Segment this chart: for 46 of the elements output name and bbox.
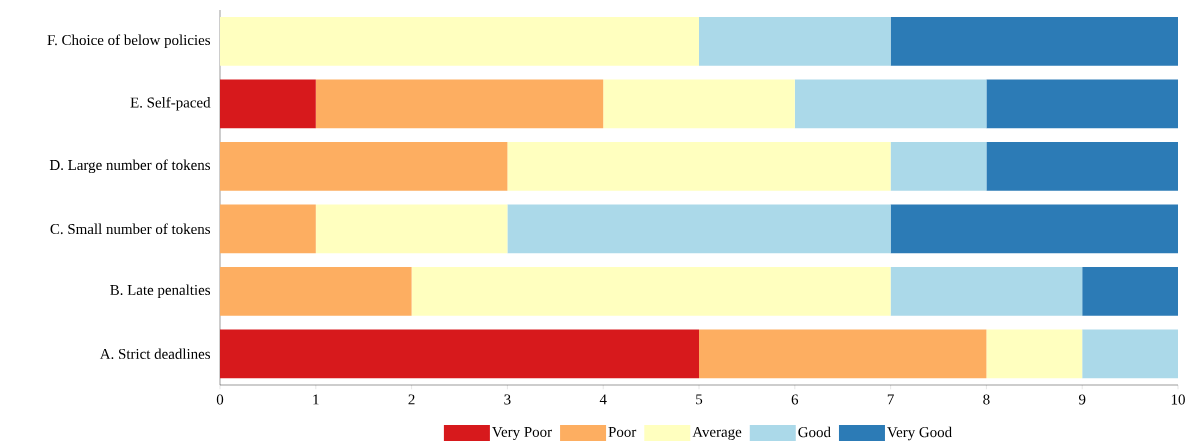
bar — [315, 79, 604, 129]
x-tick-label: 0 — [216, 394, 224, 405]
bar — [890, 16, 1179, 66]
bar — [890, 266, 1083, 316]
x-tick-label: 9 — [1078, 394, 1086, 405]
y-tick-label: B. Late penalties — [110, 284, 211, 299]
bar — [1082, 266, 1179, 316]
bar — [220, 266, 412, 316]
bar — [986, 141, 1179, 191]
bar — [220, 329, 700, 379]
legend-label: Poor — [608, 426, 637, 437]
legend-label: Very Good — [887, 426, 952, 441]
y-tick-label: E. Self-paced — [130, 96, 211, 111]
bar — [794, 79, 987, 129]
legend-label: Very Poor — [492, 426, 552, 440]
bar — [411, 266, 891, 316]
bar — [220, 16, 700, 66]
bar — [603, 79, 795, 129]
bar — [986, 79, 1179, 129]
bar — [220, 204, 316, 254]
y-tick-label: C. Small number of tokens — [50, 223, 211, 235]
y-tick-label: F. Choice of below policies — [47, 34, 211, 49]
y-tick-label: D. Large number of tokens — [49, 159, 211, 174]
bar — [890, 204, 1179, 254]
legend-label: Good — [798, 426, 831, 438]
bar — [699, 16, 891, 66]
x-tick-label: 5 — [696, 394, 703, 405]
x-tick-label: 2 — [408, 394, 415, 405]
x-tick-label: 8 — [983, 394, 990, 405]
bar — [699, 329, 987, 379]
legend-label: Average — [692, 426, 742, 441]
x-tick-label: 10 — [1171, 394, 1185, 405]
bar — [1082, 329, 1179, 379]
x-tick-label: 6 — [791, 394, 799, 405]
bar — [890, 141, 987, 191]
bar — [315, 204, 508, 254]
x-tick-label: 1 — [313, 394, 319, 405]
bar — [507, 204, 891, 254]
x-tick-label: 4 — [599, 394, 607, 405]
bar — [986, 329, 1083, 379]
x-tick-label: 7 — [887, 394, 894, 405]
x-tick-label: 3 — [504, 394, 511, 405]
bar — [507, 141, 891, 191]
y-tick-label: A. Strict deadlines — [99, 348, 211, 360]
bar — [220, 141, 508, 191]
bar — [220, 79, 316, 129]
